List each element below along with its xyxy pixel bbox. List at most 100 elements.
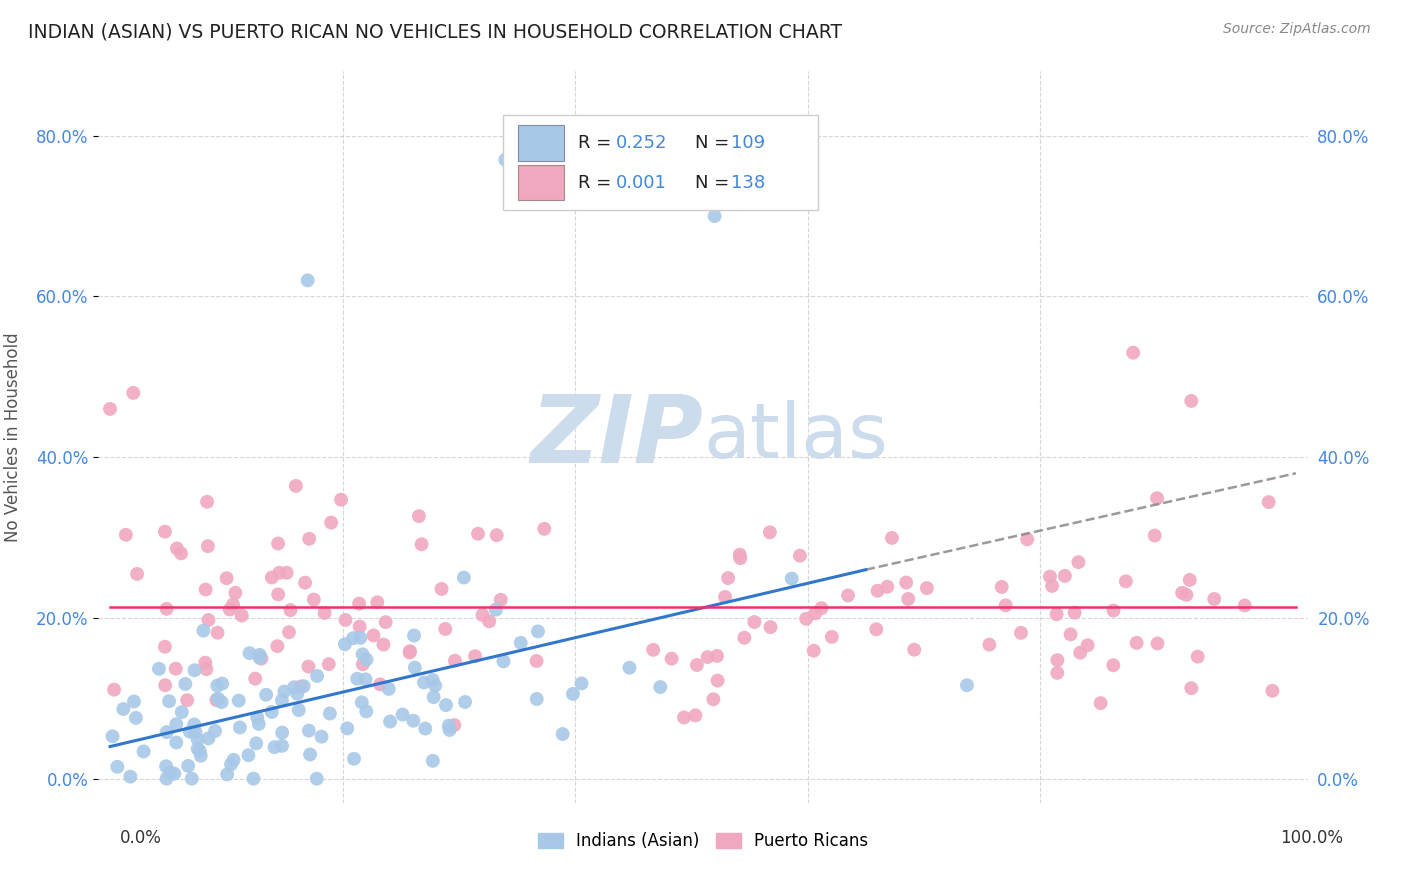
Point	[706, 648, 728, 663]
Point	[717, 571, 740, 585]
Text: 100.0%: 100.0%	[1279, 829, 1343, 847]
Point	[276, 566, 298, 580]
Point	[132, 744, 155, 758]
Point	[1067, 555, 1090, 569]
Point	[780, 572, 803, 586]
Point	[489, 592, 512, 607]
Point	[273, 684, 295, 698]
Point	[408, 509, 430, 524]
Point	[284, 479, 307, 493]
Point	[278, 625, 301, 640]
Point	[702, 692, 724, 706]
Point	[176, 693, 198, 707]
Point	[170, 546, 193, 560]
Point	[492, 654, 515, 668]
Point	[1059, 627, 1081, 641]
Point	[263, 740, 285, 755]
Point	[685, 708, 707, 723]
Text: 0.001: 0.001	[616, 174, 666, 192]
Point	[166, 541, 188, 556]
Point	[183, 717, 205, 731]
Point	[425, 679, 447, 693]
Point	[759, 620, 782, 634]
Point	[533, 522, 555, 536]
Point	[485, 602, 508, 616]
Point	[1046, 665, 1069, 680]
Point	[195, 495, 218, 509]
Point	[1063, 606, 1085, 620]
Point	[153, 524, 176, 539]
Point	[903, 642, 925, 657]
Text: R =: R =	[578, 174, 617, 192]
Legend: Indians (Asian), Puerto Ricans: Indians (Asian), Puerto Ricans	[531, 826, 875, 857]
Point	[305, 772, 328, 786]
Point	[363, 628, 385, 642]
Point	[194, 656, 217, 670]
Point	[1180, 681, 1202, 695]
Point	[267, 536, 290, 550]
Point	[195, 662, 218, 676]
Point	[347, 597, 370, 611]
Point	[321, 516, 343, 530]
Point	[464, 649, 486, 664]
Point	[880, 531, 903, 545]
Text: 109: 109	[731, 134, 765, 152]
Point	[287, 703, 309, 717]
Point	[437, 719, 460, 733]
Point	[187, 732, 209, 747]
Point	[187, 742, 209, 756]
Point	[177, 759, 200, 773]
Point	[349, 631, 371, 645]
Point	[211, 695, 233, 709]
Point	[1175, 588, 1198, 602]
Point	[643, 643, 665, 657]
Point	[120, 770, 142, 784]
Point	[391, 707, 413, 722]
Point	[302, 592, 325, 607]
Point	[413, 722, 436, 736]
Text: 0.252: 0.252	[616, 134, 668, 152]
Point	[1040, 579, 1063, 593]
Point	[260, 705, 283, 719]
Point	[714, 590, 737, 604]
Point	[245, 672, 267, 686]
Point	[170, 705, 193, 719]
Point	[399, 644, 422, 658]
Point	[266, 639, 288, 653]
Point	[434, 622, 457, 636]
Point	[526, 692, 548, 706]
Point	[730, 551, 752, 566]
Point	[349, 619, 371, 633]
Point	[179, 724, 201, 739]
Point	[356, 705, 378, 719]
Point	[744, 615, 766, 629]
Point	[876, 580, 898, 594]
Point	[1146, 491, 1168, 506]
Point	[1102, 603, 1125, 617]
Point	[188, 744, 211, 758]
Point	[366, 595, 388, 609]
Point	[398, 646, 420, 660]
Point	[404, 660, 426, 674]
Point	[673, 710, 696, 724]
Point	[1053, 569, 1076, 583]
Point	[269, 566, 291, 580]
Point	[686, 658, 709, 673]
Point	[207, 691, 229, 706]
Point	[298, 723, 321, 738]
Point	[193, 624, 215, 638]
Point	[311, 730, 333, 744]
Point	[342, 631, 364, 645]
Point	[174, 677, 197, 691]
Point	[1143, 528, 1166, 542]
Point	[411, 537, 433, 551]
Text: 138: 138	[731, 174, 765, 192]
Point	[254, 688, 277, 702]
Point	[430, 582, 453, 596]
Point	[1039, 569, 1062, 583]
Point	[228, 693, 250, 707]
Point	[804, 607, 827, 621]
Point	[197, 539, 219, 553]
Point	[979, 638, 1001, 652]
FancyBboxPatch shape	[503, 115, 818, 211]
